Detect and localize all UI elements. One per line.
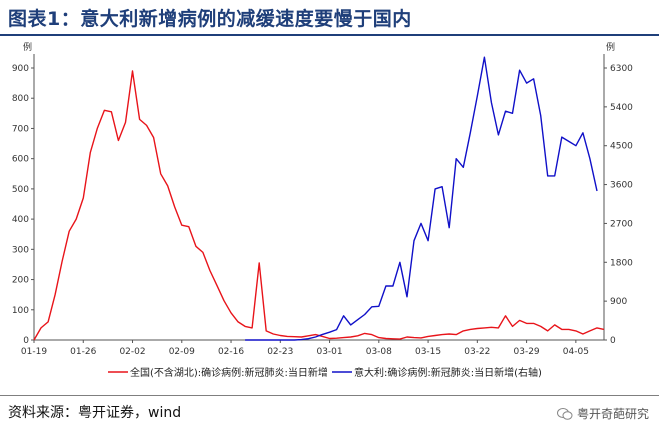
right-axis-tick-label: 3600	[610, 181, 633, 191]
right-axis-tick-label: 900	[610, 297, 627, 307]
x-axis-tick-label: 01-26	[70, 347, 96, 357]
x-axis-tick-label: 03-01	[316, 347, 342, 357]
left-axis-tick-label: 900	[12, 64, 29, 74]
right-axis-tick-label: 5400	[610, 103, 633, 113]
left-axis-tick-label: 300	[12, 245, 29, 255]
source-note: 资料来源：粤开证券，wind	[8, 405, 182, 421]
watermark-text: 粤开奇葩研究	[576, 407, 649, 421]
x-axis-tick-label: 04-05	[563, 347, 589, 357]
legend-label-italy: 意大利:确诊病例:新冠肺炎:当日新增(右轴)	[354, 366, 542, 379]
left-axis-tick-label: 200	[12, 276, 29, 286]
x-axis-tick-label: 01-19	[21, 347, 47, 357]
x-axis-tick-label: 03-22	[464, 347, 490, 357]
x-axis-tick-label: 02-23	[267, 347, 293, 357]
line-chart: 例 例 0 100 200 300 400 500 600 700 800 900 0 900 1800 27…	[12, 41, 633, 379]
left-axis-tick-label: 0	[23, 336, 29, 346]
right-axis-tick-label: 2700	[610, 219, 633, 229]
x-axis-tick-label: 03-08	[366, 347, 392, 357]
chart-title: 图表1：意大利新增病例的减缓速度要慢于国内	[8, 8, 412, 30]
source-divider	[0, 395, 659, 396]
x-axis-tick-label: 02-02	[119, 347, 145, 357]
right-axis-unit: 例	[606, 41, 615, 53]
left-axis-tick-label: 400	[12, 215, 29, 225]
x-axis-tick-label: 02-09	[169, 347, 195, 357]
x-axis-tick-label: 02-16	[218, 347, 244, 357]
right-axis-tick-label: 4500	[610, 142, 633, 152]
x-axis-tick-label: 03-29	[514, 347, 540, 357]
watermark: 粤开奇葩研究	[556, 405, 649, 422]
left-axis-tick-label: 700	[12, 124, 29, 134]
series-line-china	[33, 70, 605, 341]
legend-label-china: 全国(不含湖北):确诊病例:新冠肺炎:当日新增	[130, 366, 328, 379]
wechat-icon	[556, 407, 573, 420]
left-axis-tick-label: 600	[12, 155, 29, 165]
right-axis-tick-label: 0	[610, 336, 616, 346]
series-line-italy	[245, 56, 598, 341]
left-axis-tick-label: 100	[12, 306, 29, 316]
right-axis-tick-label: 6300	[610, 64, 633, 74]
left-axis-unit: 例	[23, 41, 32, 53]
x-axis-tick-label: 03-15	[415, 347, 441, 357]
left-axis-tick-label: 800	[12, 94, 29, 104]
right-axis-tick-label: 1800	[610, 258, 633, 268]
title-divider	[0, 34, 659, 36]
left-axis-tick-label: 500	[12, 185, 29, 195]
